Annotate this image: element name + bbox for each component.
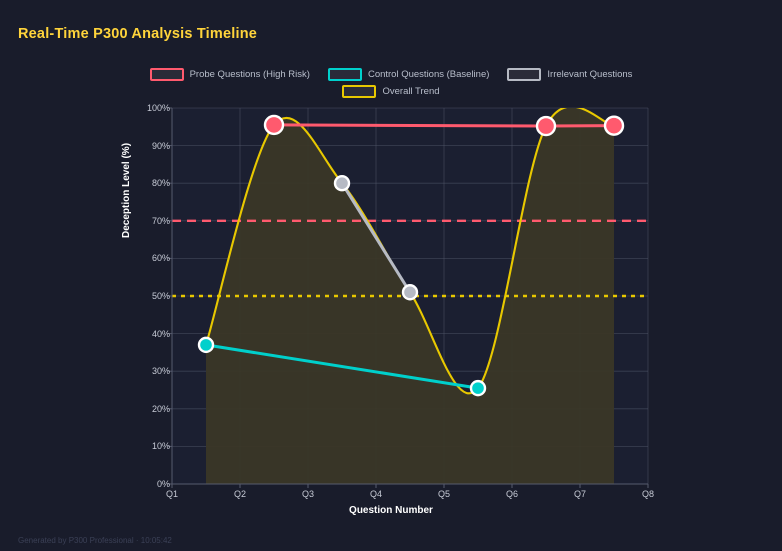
legend-label-irrelevant: Irrelevant Questions: [547, 69, 633, 80]
legend-row: Overall Trend: [342, 85, 440, 98]
y-tick-label: 70%: [151, 215, 170, 226]
data-point-control[interactable]: [469, 379, 487, 397]
y-axis-title: Deception Level (%): [121, 142, 132, 238]
series-line-control: [204, 343, 480, 390]
legend-swatch-probe: [149, 68, 184, 81]
y-tick-label: 80%: [151, 178, 170, 189]
y-tick-label: 50%: [151, 291, 170, 301]
data-point-irrelevant[interactable]: [333, 174, 351, 192]
legend-item-irrelevant[interactable]: Irrelevant Questions: [507, 68, 632, 81]
x-tick-label: Q5: [437, 489, 451, 499]
legend-row: Probe Questions (High Risk) Control Quest…: [149, 68, 632, 81]
legend-label-probe: Probe Questions (High Risk): [189, 69, 310, 80]
data-point-probe[interactable]: [603, 115, 625, 136]
y-tick-label: 100%: [146, 103, 170, 113]
series-line-irrelevant: [340, 181, 412, 294]
legend-item-trend[interactable]: Overall Trend: [342, 85, 440, 98]
legend-swatch-control: [327, 68, 362, 81]
legend-swatch-irrelevant: [507, 68, 542, 81]
data-point-control[interactable]: [197, 336, 215, 354]
data-point-probe[interactable]: [263, 114, 285, 136]
y-tick-label: 40%: [151, 328, 170, 339]
y-tick-label: 20%: [151, 403, 170, 414]
legend-item-control[interactable]: Control Questions (Baseline): [327, 68, 490, 81]
page-title: Real-Time P300 Analysis Timeline: [18, 26, 258, 42]
x-tick-label: Q1: [165, 489, 179, 499]
x-tick-label: Q6: [505, 489, 519, 499]
x-tick-label: Q3: [301, 489, 315, 499]
x-tick-label: Q7: [573, 489, 587, 499]
legend-swatch-trend: [342, 85, 377, 98]
series-line-probe: [272, 123, 616, 128]
data-point-irrelevant[interactable]: [401, 284, 419, 301]
chart-legend: Probe Questions (High Risk) Control Quest…: [0, 68, 782, 98]
y-tick-label: 90%: [151, 140, 170, 151]
y-tick-label: 60%: [151, 253, 170, 264]
x-axis-title: Question Number: [349, 505, 433, 516]
y-tick-label: 10%: [151, 441, 170, 452]
y-tick-label: 30%: [151, 366, 170, 377]
data-point-probe[interactable]: [535, 115, 557, 137]
legend-item-probe[interactable]: Probe Questions (High Risk): [149, 68, 310, 81]
x-tick-label: Q4: [369, 489, 383, 499]
legend-label-control: Control Questions (Baseline): [367, 69, 490, 80]
y-axis-ticks: 0% 10% 20% 30% 40% 50% 60% 70% 80% 90% 100%: [138, 0, 170, 546]
x-tick-label: Q2: [233, 489, 247, 499]
series-layer: [172, 108, 648, 484]
footer-note: Generated by P300 Professional · 10:05:4…: [18, 536, 172, 545]
y-tick-label: 0%: [156, 479, 170, 489]
legend-label-trend: Overall Trend: [382, 86, 440, 97]
x-axis-ticks: Q1 Q2 Q3 Q4 Q5 Q6 Q7 Q8: [0, 489, 782, 509]
x-tick-label: Q8: [641, 489, 655, 499]
